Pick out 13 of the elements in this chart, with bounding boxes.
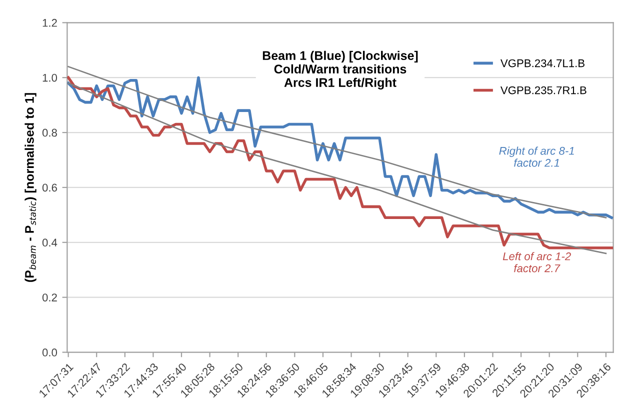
y-tick-label: 0.2: [42, 294, 57, 302]
y-tick-label: 1.0: [42, 74, 58, 82]
legend-label: VGPB.235.7R1.B: [500, 86, 586, 94]
legend-label: VGPB.234.7L1.B: [500, 59, 584, 68]
text: Beam 1 (Blue) [Clockwise] Cold/Warm transitions Arcs IR1 Left/Right: [262, 50, 418, 90]
y-tick-label: 1.2: [42, 18, 57, 27]
y-tick-label: 0.4: [42, 238, 58, 247]
y-tick-label: 0.6: [42, 184, 57, 192]
y-axis-title: (P$_{beam}$ - P$_{static}$) [normalised to 1]: [24, 93, 36, 282]
annotation: Right of arc 8-1 factor 2.1: [499, 146, 574, 167]
annotation: Left of arc 1-2 factor 2.7: [502, 252, 571, 272]
y-tick-label: 0.8: [42, 128, 57, 137]
y-tick-label: 0.0: [42, 348, 58, 356]
